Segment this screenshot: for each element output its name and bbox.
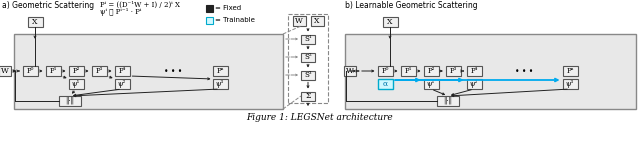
Bar [467,79,481,89]
Bar [59,96,81,106]
Text: S²: S² [304,53,312,61]
Bar [14,34,283,109]
Text: P¹: P¹ [49,67,57,75]
Text: b) Learnable Geometric Scattering: b) Learnable Geometric Scattering [345,1,477,10]
Bar [212,66,227,76]
Bar [301,92,315,101]
Text: = Trainable: = Trainable [215,17,255,23]
Text: ‖·‖: ‖·‖ [65,97,74,105]
Bar [45,66,61,76]
Text: S¹: S¹ [304,35,312,43]
Text: ‖·‖: ‖·‖ [444,97,452,105]
Text: X: X [387,18,393,26]
Bar [301,34,315,43]
Bar [292,16,305,26]
Text: P⁴: P⁴ [118,67,125,75]
Text: P²: P² [428,67,435,75]
Text: ψ³: ψ³ [566,80,574,88]
Bar [206,5,213,12]
Text: Σ: Σ [305,92,310,100]
Bar [378,66,392,76]
Text: S³: S³ [304,71,312,79]
Text: P⁰: P⁰ [381,67,388,75]
Bar [401,66,415,76]
Bar [424,79,438,89]
Bar [301,52,315,62]
Bar [383,17,397,27]
Text: P¹: P¹ [404,67,412,75]
Text: ψ¹: ψ¹ [72,80,80,88]
Bar [310,16,323,26]
Text: ψ²: ψ² [470,80,478,88]
Bar [288,14,328,102]
Text: • • •: • • • [164,66,182,75]
Text: Pⁿ: Pⁿ [566,67,574,75]
Text: X: X [314,17,320,25]
Bar [68,79,83,89]
Text: = Fixed: = Fixed [215,5,241,11]
Text: P⁰: P⁰ [26,67,34,75]
Text: a) Geometric Scattering: a) Geometric Scattering [2,1,94,10]
Text: W: W [295,17,303,25]
Text: P⁴: P⁴ [470,67,477,75]
Text: Figure 1: LEGSNet architecture: Figure 1: LEGSNet architecture [246,113,394,123]
Bar [378,79,392,89]
Text: P³: P³ [449,67,457,75]
Bar [22,66,38,76]
Bar [212,79,227,89]
Bar [301,71,315,80]
Text: ψ²: ψ² [118,80,126,88]
Text: W: W [346,67,354,75]
Bar [115,66,129,76]
Text: ψ³: ψ³ [216,80,224,88]
Text: ψ¹: ψ¹ [427,80,435,88]
Bar [467,66,481,76]
Text: ψⁱ ≜ Pⁱ⁻¹ · Pⁱ: ψⁱ ≜ Pⁱ⁻¹ · Pⁱ [100,8,141,16]
Text: W: W [1,67,9,75]
Bar [92,66,106,76]
Text: Pⁿ: Pⁿ [216,67,224,75]
Bar [0,66,11,76]
Bar [563,79,577,89]
Bar [424,66,438,76]
Bar [28,17,42,27]
Text: P³: P³ [95,67,102,75]
Bar [345,34,636,109]
Bar [344,66,356,76]
Text: P²: P² [72,67,80,75]
Bar [68,66,83,76]
Bar [115,79,129,89]
Text: • • •: • • • [515,66,533,75]
Text: X: X [32,18,38,26]
Bar [563,66,577,76]
Bar [206,17,213,24]
Text: Pⁱ = ((D⁻¹W + I) / 2)ⁱ X: Pⁱ = ((D⁻¹W + I) / 2)ⁱ X [100,1,180,9]
Bar [437,96,459,106]
Text: α: α [383,80,388,88]
Bar [445,66,461,76]
